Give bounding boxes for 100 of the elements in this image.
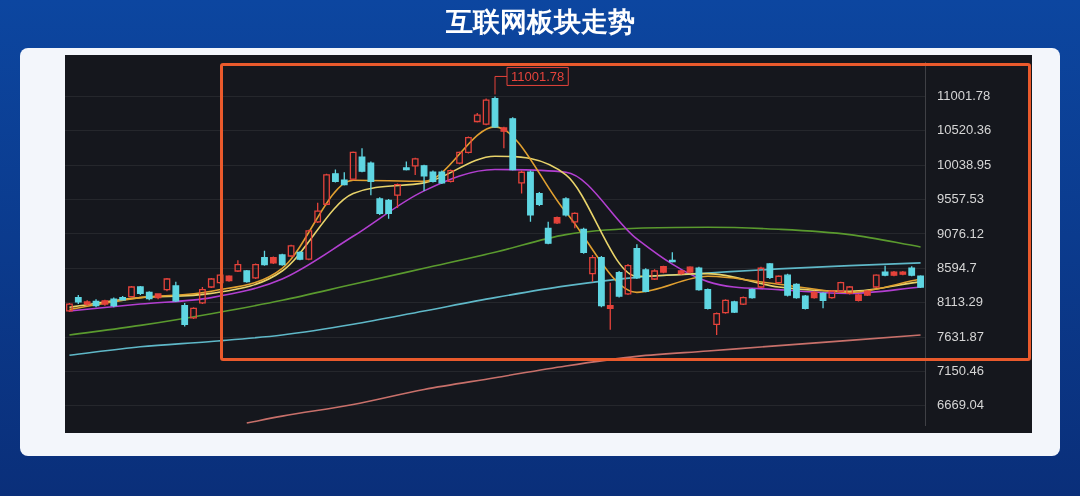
- candlestick: [110, 296, 118, 308]
- candlestick: [606, 282, 614, 331]
- candlestick: [136, 285, 144, 296]
- candlestick: [234, 259, 242, 273]
- candlestick: [908, 265, 916, 277]
- candlestick: [810, 290, 818, 300]
- annotation: 11001.78: [511, 69, 565, 85]
- candlestick: [863, 289, 871, 297]
- candlestick: [269, 255, 277, 265]
- candlestick: [748, 287, 756, 300]
- candlestick: [181, 302, 189, 328]
- candlestick: [83, 299, 91, 307]
- candlestick: [482, 97, 490, 126]
- candlestick: [145, 290, 153, 301]
- y-tick-label: 7150.46: [937, 362, 984, 378]
- candlestick: [766, 262, 774, 280]
- candlestick: [589, 254, 596, 283]
- candlestick: [881, 264, 889, 277]
- line-series: [68, 262, 922, 357]
- candlestick: [411, 157, 419, 176]
- candlestick: [323, 173, 330, 206]
- candlestick: [119, 295, 127, 301]
- candlestick: [784, 272, 791, 298]
- candlestick: [394, 182, 401, 209]
- candlestick: [571, 211, 579, 229]
- candlestick: [899, 270, 907, 276]
- candlestick: [252, 262, 260, 280]
- candlestick: [402, 160, 410, 172]
- candlestick: [757, 266, 765, 289]
- y-tick-label: 7631.87: [937, 328, 984, 344]
- candlestick: [163, 277, 171, 292]
- candlestick: [340, 171, 348, 187]
- candlestick: [615, 270, 623, 299]
- y-tick-label: 10520.36: [937, 122, 992, 138]
- candlestick: [651, 268, 658, 281]
- candlestick: [917, 274, 924, 289]
- candlestick: [535, 191, 543, 207]
- candlestick: [101, 299, 109, 307]
- candlestick: [500, 126, 508, 149]
- y-tick-label: 6669.04: [937, 397, 984, 413]
- candlestick: [775, 274, 783, 285]
- candlestick: [66, 302, 73, 313]
- candlestick: [739, 295, 747, 306]
- candlestick: [92, 298, 100, 308]
- candlestick: [597, 255, 605, 308]
- candlestick: [544, 221, 552, 245]
- candlestick: [553, 215, 561, 225]
- candlestick: [367, 160, 375, 196]
- candlestick: [438, 169, 446, 185]
- candlestick: [305, 229, 313, 261]
- candlestick: [518, 169, 525, 195]
- candlestick: [793, 282, 800, 300]
- candlestick: [358, 147, 366, 173]
- candlestick: [562, 196, 570, 218]
- candlestick: [855, 293, 862, 303]
- candlestick: [846, 285, 854, 296]
- y-tick-label: 8594.7: [937, 259, 977, 275]
- candlestick: [527, 169, 534, 223]
- chart-title: 互联网板块走势: [444, 5, 636, 39]
- candlestick: [819, 291, 827, 309]
- candlestick: [677, 269, 685, 276]
- candlestick: [668, 251, 676, 264]
- candlestick: [287, 244, 295, 258]
- candlestick: [713, 311, 721, 336]
- candlestick: [385, 198, 393, 220]
- candlestick: [509, 116, 517, 172]
- candlestick: [465, 135, 472, 155]
- candlestick: [349, 150, 357, 181]
- candlestick: [660, 264, 667, 274]
- y-tick-label: 8113.29: [937, 294, 984, 310]
- candlestick: [199, 286, 206, 305]
- candlestick: [314, 202, 322, 224]
- candlestick: [216, 273, 224, 285]
- candlestick: [872, 273, 880, 289]
- candlestick: [580, 227, 588, 255]
- candlestick: [704, 287, 712, 311]
- candlestick: [722, 298, 729, 315]
- candlestick: [642, 267, 650, 293]
- candlestick: [243, 269, 251, 284]
- candlestick: [332, 168, 339, 184]
- candlestick: [420, 164, 428, 192]
- candlestick: [154, 292, 162, 300]
- y-tick-label: 9076.12: [937, 225, 984, 241]
- candlestick: [801, 294, 809, 311]
- y-tick-label: 11001.78: [937, 88, 991, 104]
- candlestick: [686, 265, 694, 274]
- candlestick: [491, 95, 499, 129]
- candlestick: [730, 300, 738, 314]
- candlestick: [624, 263, 632, 296]
- line-series: [68, 226, 922, 336]
- candlestick: [447, 168, 455, 184]
- candlestick: [828, 289, 836, 300]
- y-tick-label: 9557.53: [937, 191, 984, 207]
- y-tick-label: 10038.95: [937, 156, 992, 172]
- candlestick: [456, 150, 463, 165]
- candlestick: [128, 285, 135, 299]
- candlestick: [74, 294, 82, 305]
- candlestick: [207, 277, 215, 289]
- line-series: [245, 334, 922, 424]
- candlestick: [261, 249, 268, 267]
